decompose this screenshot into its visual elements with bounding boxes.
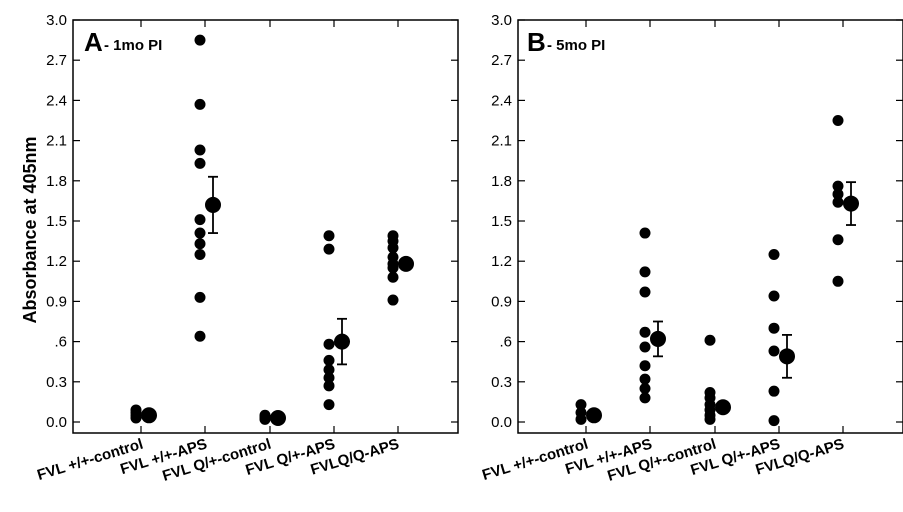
y-tick-label: 2.1 [491,133,512,150]
y-tick-label: 1.5 [491,213,512,230]
data-point [323,380,335,392]
panel-b-letter: B [527,27,546,57]
data-point [768,345,780,357]
data-point [387,262,399,274]
data-point [575,399,587,411]
data-point [323,399,335,411]
y-tick-label: 1.2 [46,253,67,270]
data-point [639,286,651,298]
y-tick-label: 2.7 [491,52,512,69]
data-point [387,271,399,283]
data-point [639,227,651,239]
data-point [768,322,780,334]
panel-b-marks [575,115,859,427]
data-point [575,413,587,425]
data-point [387,242,399,254]
data-point [832,275,844,287]
data-point [194,214,206,226]
data-point [639,266,651,278]
data-point [768,385,780,397]
data-point [832,180,844,192]
mean-marker [205,196,221,213]
panel-b-y-ticks: 0.0 0.3 .6 0.9 1.2 1.5 1.8 2.1 2.4 2.7 3.0 [491,12,903,433]
y-tick-label: 1.8 [491,173,512,190]
y-tick-label: 2.4 [491,92,512,109]
mean-marker [334,333,350,350]
mean-marker [843,195,859,212]
y-tick-label: 0.0 [46,414,67,431]
data-point [323,354,335,366]
mean-marker [586,407,602,424]
data-point [194,330,206,342]
y-tick-label: .6 [499,334,512,351]
y-tick-label: 0.3 [491,374,512,391]
data-point [639,326,651,338]
data-point [323,372,335,384]
panel-b-subtitle: - 5mo PI [547,37,605,54]
panel-a-frame [72,19,459,434]
data-point [639,373,651,385]
data-point [704,413,716,425]
panel-a-subtitle: - 1mo PI [104,37,162,54]
mean-marker [398,255,414,272]
panel-b: B - 5mo PI 0.0 0.3 .6 0.9 1.2 1.5 1.8 2.1 2.4 2.7… [480,12,903,485]
y-tick-label: 3.0 [46,12,67,29]
data-point [194,157,206,169]
data-point [832,115,844,126]
y-axis-label: Absorbance at 405nm [20,136,40,323]
mean-marker [141,407,157,424]
data-point [639,341,651,353]
data-point [832,196,844,208]
data-point [768,290,780,302]
data-point [704,334,716,346]
y-tick-label: 1.8 [46,173,67,190]
y-tick-label: 0.9 [46,293,67,310]
data-point [323,243,335,255]
panel-b-frame [517,19,903,434]
data-point [639,383,651,394]
data-point [639,360,651,372]
y-tick-label: 1.5 [46,213,67,230]
data-point [832,234,844,246]
data-point [768,415,780,427]
data-point [194,291,206,303]
y-tick-label: 2.4 [46,92,67,109]
mean-marker [715,399,731,416]
y-tick-label: 0.3 [46,374,67,391]
data-point [194,227,206,239]
data-point [323,230,335,242]
data-point [832,188,844,200]
data-point [323,364,335,376]
panel-a: A - 1mo PI 0.0 0.3 .6 0.9 1.2 1.5 1.8 2.1 2.4 2.7… [35,12,459,485]
data-point [387,294,399,306]
data-point [194,238,206,250]
data-point [194,144,206,156]
mean-marker [779,348,795,365]
data-point [323,338,335,350]
y-tick-label: 0.9 [491,293,512,310]
data-point [259,409,271,421]
y-tick-label: 2.7 [46,52,67,69]
data-point [194,34,206,46]
data-point [768,249,780,260]
y-tick-label: 1.2 [491,253,512,270]
data-point [130,404,142,416]
panel-a-letter: A [84,27,103,57]
y-tick-label: 3.0 [491,12,512,29]
mean-marker [650,330,666,347]
data-point [194,98,206,110]
panel-a-y-ticks: 0.0 0.3 .6 0.9 1.2 1.5 1.8 2.1 2.4 2.7 3.0 [46,12,458,433]
mean-marker [270,409,286,426]
y-tick-label: 2.1 [46,133,67,150]
panel-a-marks [130,34,414,426]
y-tick-label: .6 [54,334,67,351]
data-point [639,392,651,404]
y-tick-label: 0.0 [491,414,512,431]
data-point [194,249,206,260]
